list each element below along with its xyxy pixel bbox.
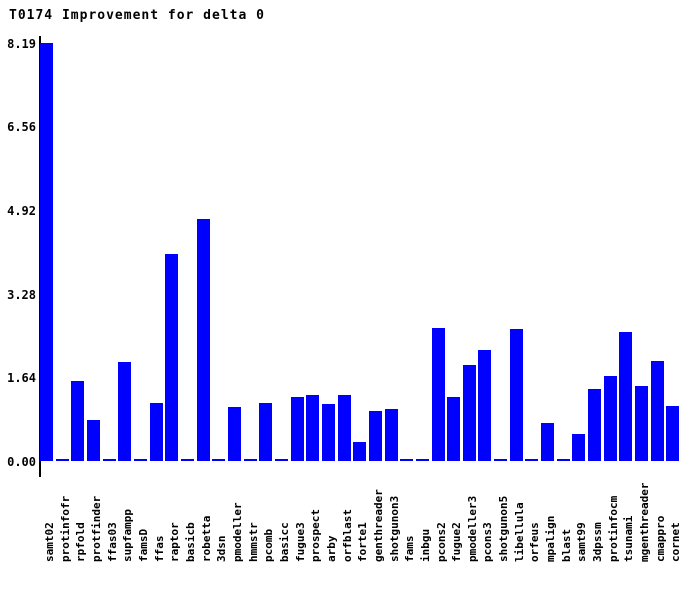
bar <box>40 43 53 461</box>
x-tick-label: cmappro <box>654 515 667 562</box>
x-tick-label: protinfocm <box>607 495 620 562</box>
x-tick-label: orfblast <box>341 509 354 562</box>
x-tick-label: pmodeller <box>231 502 244 562</box>
x-tick-label: 3dsn <box>215 535 228 563</box>
bar <box>447 397 460 461</box>
x-tick-label: samt99 <box>575 522 588 562</box>
bar <box>150 403 163 461</box>
bar <box>228 407 241 461</box>
x-tick-label: orfeus <box>528 522 541 562</box>
bar <box>181 459 194 461</box>
x-tick-label: robetta <box>200 515 213 562</box>
y-tick-label: 3.28 <box>7 288 36 302</box>
x-tick-label: ffas <box>153 535 166 563</box>
bar <box>212 459 225 461</box>
x-tick-label: forte1 <box>356 522 369 562</box>
x-tick-label: fugue3 <box>294 522 307 562</box>
bar <box>635 386 648 461</box>
x-tick-label: fugue2 <box>450 522 463 562</box>
y-tick-label: 6.56 <box>7 120 36 134</box>
x-tick-label: cornet <box>669 522 682 562</box>
bar <box>56 459 69 461</box>
x-tick-label: mgenthreader <box>638 482 651 562</box>
x-tick-label: ffas03 <box>106 522 119 562</box>
x-tick-label: supfampp <box>121 509 134 562</box>
bar <box>197 219 210 461</box>
bar <box>87 420 100 461</box>
bar <box>400 459 413 461</box>
bar <box>385 409 398 461</box>
bar <box>134 459 147 461</box>
y-tick-label: 8.19 <box>7 37 36 51</box>
bar <box>619 332 632 461</box>
x-tick-label: shotgunon3 <box>388 495 401 562</box>
x-tick-label: fams <box>403 535 416 563</box>
x-tick-label: arby <box>325 535 338 563</box>
x-tick-label: pcons3 <box>481 522 494 562</box>
bar <box>588 389 601 461</box>
x-tick-label: blast <box>560 528 573 562</box>
x-tick-label: pcomb <box>262 528 275 562</box>
x-tick-label: pmodeller3 <box>466 495 479 562</box>
x-tick-label: rpfold <box>74 522 87 562</box>
bar <box>651 361 664 461</box>
bar <box>478 350 491 461</box>
bar <box>244 459 257 461</box>
bar <box>557 459 570 461</box>
bar <box>322 404 335 461</box>
bar <box>432 328 445 461</box>
x-tick-label: pcons2 <box>435 522 448 562</box>
bar <box>604 376 617 461</box>
bar <box>494 459 507 461</box>
x-tick-label: inbgu <box>419 528 432 562</box>
chart-title: T0174 Improvement for delta 0 <box>9 8 265 23</box>
bar <box>463 365 476 461</box>
y-tick-label: 0.00 <box>7 455 36 469</box>
x-tick-label: genthreader <box>372 489 385 562</box>
x-tick-label: 3dpssm <box>591 522 604 562</box>
x-tick-label: shotgunon5 <box>497 495 510 562</box>
x-tick-label: basicb <box>184 522 197 562</box>
bar <box>416 459 429 461</box>
bar <box>541 423 554 461</box>
x-tick-label: libellula <box>513 502 526 562</box>
bar <box>291 397 304 461</box>
bar <box>572 434 585 461</box>
bar <box>165 254 178 461</box>
x-tick-label: famsD <box>137 528 150 562</box>
x-tick-label: hmmstr <box>247 522 260 562</box>
x-tick-label: raptor <box>168 522 181 562</box>
x-tick-label: protinfofr <box>59 495 72 562</box>
x-tick-label: prospect <box>309 509 322 562</box>
bar <box>103 459 116 461</box>
x-tick-label: basicc <box>278 522 291 562</box>
bar <box>525 459 538 461</box>
bar <box>259 403 272 461</box>
x-tick-label: tsunami <box>622 515 635 562</box>
x-tick-label: samt02 <box>43 522 56 562</box>
bar <box>666 406 679 461</box>
bar <box>510 329 523 461</box>
y-tick-label: 4.92 <box>7 204 36 218</box>
x-tick-label: protfinder <box>90 495 103 562</box>
bar <box>369 411 382 461</box>
bar <box>338 395 351 461</box>
y-tick-label: 1.64 <box>7 371 36 385</box>
bar <box>306 395 319 461</box>
bar <box>71 381 84 461</box>
bar <box>275 459 288 461</box>
x-tick-label: mpalign <box>544 515 557 562</box>
bar <box>353 442 366 461</box>
bar <box>118 362 131 461</box>
